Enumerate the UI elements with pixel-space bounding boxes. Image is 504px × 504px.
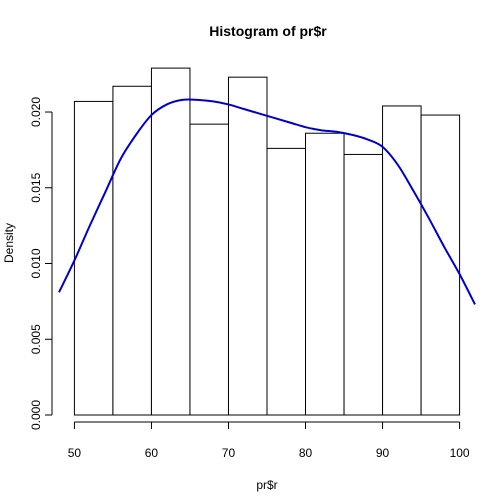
- histogram-bar-9: [382, 105, 422, 416]
- density-curve: [58, 98, 476, 305]
- histogram-bar-8: [343, 153, 384, 416]
- y-axis: 0.000 0.005 0.010 0.015 0.020: [29, 97, 53, 430]
- x-tick-label-50: 50: [68, 446, 82, 460]
- histogram-bar-2: [112, 85, 152, 416]
- histogram-bar-4: [189, 123, 229, 416]
- histogram-bar-5: [227, 76, 268, 416]
- chart-title: Histogram of pr$r: [209, 23, 327, 39]
- y-tick-label-0.010: 0.010: [29, 248, 43, 278]
- y-tick-label-0.000: 0.000: [29, 400, 43, 430]
- histogram-bar-6: [266, 147, 307, 416]
- x-tick-label-70: 70: [222, 446, 236, 460]
- x-axis: 50 60 70 80 90 100: [68, 421, 470, 460]
- histogram-bar-10: [420, 114, 461, 416]
- histogram-bars: [73, 67, 461, 416]
- x-tick-label-80: 80: [299, 446, 313, 460]
- x-tick-label-100: 100: [450, 446, 470, 460]
- y-tick-label-0.020: 0.020: [29, 97, 43, 127]
- x-axis-label: pr$r: [256, 478, 277, 492]
- histogram-bar-7: [305, 132, 345, 416]
- x-tick-label-90: 90: [376, 446, 390, 460]
- x-tick-label-60: 60: [145, 446, 159, 460]
- y-tick-label-0.005: 0.005: [29, 324, 43, 354]
- histogram-bar-1: [73, 100, 114, 416]
- y-axis-label: Density: [2, 223, 16, 263]
- histogram-bar-3: [150, 67, 191, 416]
- y-tick-label-0.015: 0.015: [29, 172, 43, 202]
